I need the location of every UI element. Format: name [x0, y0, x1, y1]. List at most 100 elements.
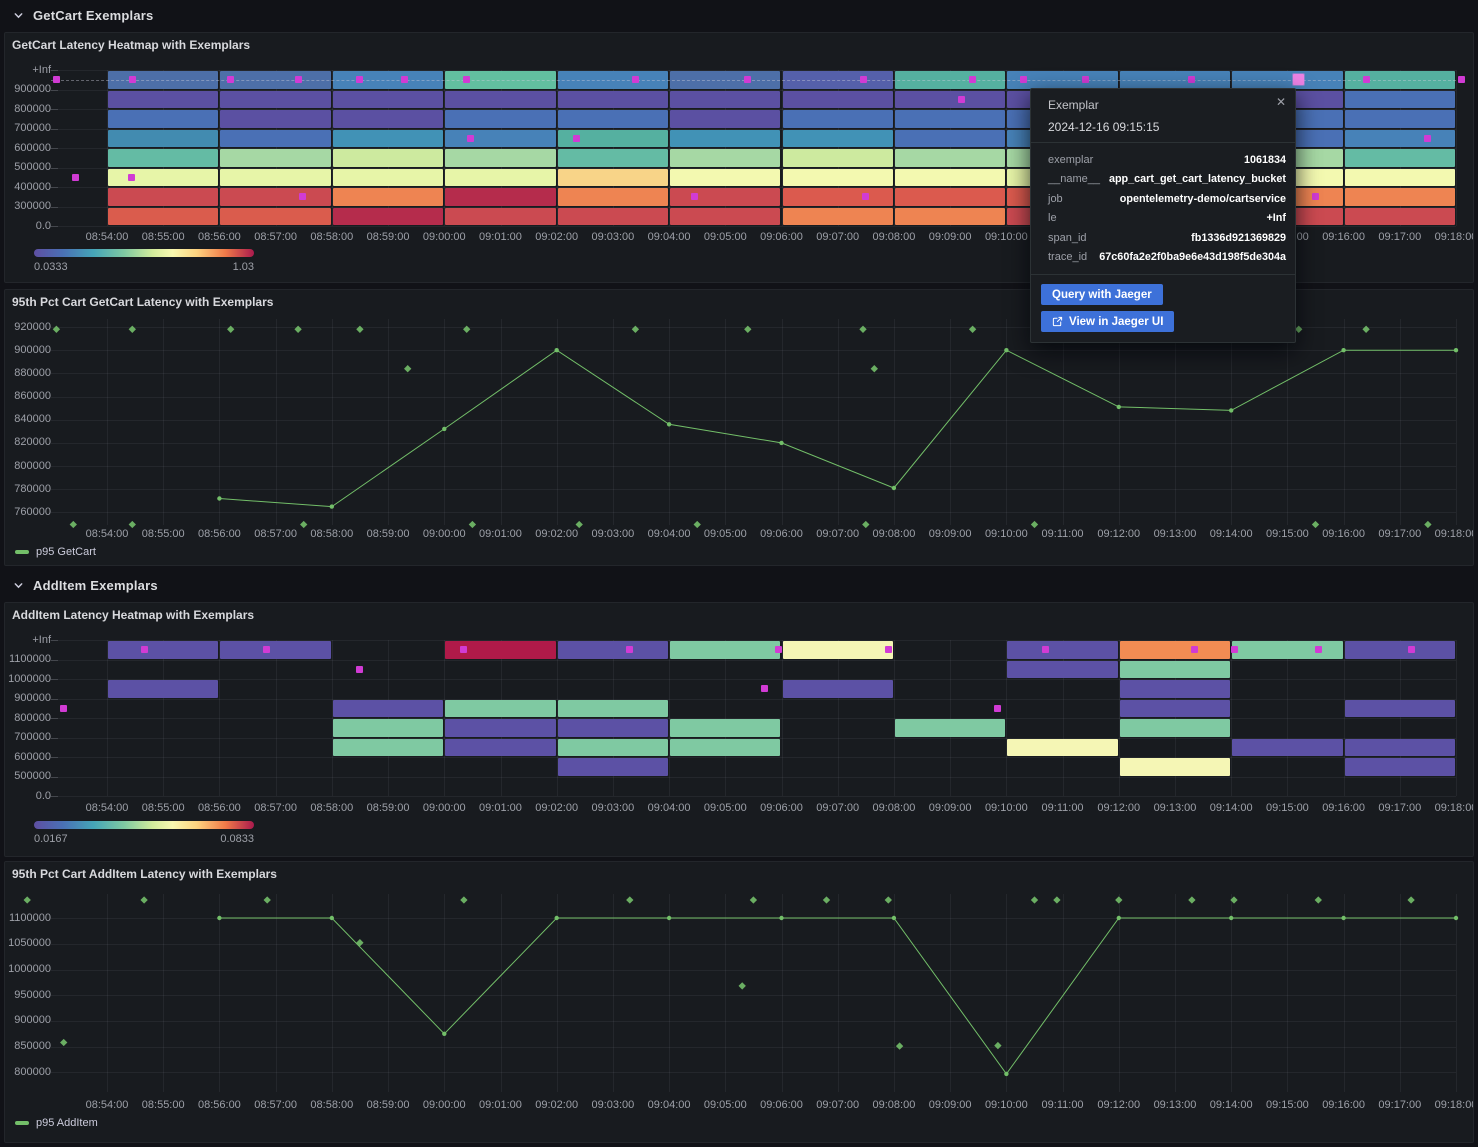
exemplar-diamond[interactable]	[60, 1038, 68, 1047]
exemplar-diamond[interactable]	[468, 520, 477, 529]
close-icon[interactable]: ✕	[1275, 95, 1286, 109]
exemplar-marker[interactable]	[1042, 646, 1050, 654]
exemplar-marker[interactable]	[884, 646, 892, 654]
exemplar-marker[interactable]	[1230, 646, 1238, 654]
exemplar-diamond[interactable]	[631, 325, 640, 333]
exemplar-diamond[interactable]	[1407, 896, 1415, 904]
exemplar-marker[interactable]	[969, 76, 977, 84]
view-in-jaeger-ui-button[interactable]: View in Jaeger UI	[1041, 311, 1175, 332]
exemplar-marker[interactable]	[631, 76, 639, 84]
section-row-additem[interactable]: AddItem Exemplars	[0, 570, 1478, 600]
exemplar-diamond[interactable]	[1362, 325, 1370, 333]
exemplar-marker[interactable]	[862, 193, 870, 201]
exemplar-marker[interactable]	[1081, 76, 1089, 84]
exemplar-marker[interactable]	[1314, 646, 1322, 654]
series-legend[interactable]: p95 AddItem	[15, 1117, 98, 1129]
exemplar-marker[interactable]	[994, 704, 1002, 712]
exemplar-diamond[interactable]	[994, 1041, 1002, 1050]
series-legend[interactable]: p95 GetCart	[15, 546, 96, 558]
exemplar-marker[interactable]	[467, 134, 475, 142]
exemplar-diamond[interactable]	[460, 896, 468, 904]
section-row-getcart[interactable]: GetCart Exemplars	[0, 0, 1478, 30]
exemplar-diamond[interactable]	[1314, 896, 1322, 904]
exemplar-diamond[interactable]	[23, 896, 31, 904]
exemplar-marker[interactable]	[262, 646, 270, 654]
exemplar-marker[interactable]	[52, 76, 60, 84]
exemplar-diamond[interactable]	[822, 896, 831, 904]
exemplar-marker[interactable]	[298, 193, 306, 201]
exemplar-marker[interactable]	[761, 685, 769, 693]
panel-title[interactable]: AddItem Latency Heatmap with Exemplars	[12, 608, 255, 622]
query-with-jaeger-button[interactable]: Query with Jaeger	[1041, 284, 1163, 305]
exemplar-marker[interactable]	[294, 76, 302, 84]
exemplar-marker[interactable]	[1312, 193, 1319, 201]
exemplar-diamond[interactable]	[356, 325, 364, 333]
exemplar-diamond[interactable]	[895, 1042, 904, 1050]
exemplar-diamond[interactable]	[1115, 896, 1123, 904]
exemplar-diamond[interactable]	[738, 982, 746, 990]
exemplar-marker[interactable]	[775, 646, 783, 654]
exemplar-marker[interactable]	[1424, 134, 1432, 142]
exemplar-diamond[interactable]	[1230, 896, 1238, 904]
exemplar-marker[interactable]	[1362, 76, 1370, 84]
exemplar-diamond[interactable]	[1295, 325, 1303, 333]
exemplar-diamond[interactable]	[1053, 896, 1061, 904]
exemplar-marker[interactable]	[401, 76, 409, 84]
exemplar-diamond[interactable]	[1424, 520, 1432, 529]
exemplar-diamond[interactable]	[300, 520, 308, 529]
exemplar-diamond[interactable]	[1030, 520, 1039, 529]
exemplar-marker[interactable]	[59, 704, 67, 712]
exemplar-marker[interactable]	[572, 134, 580, 142]
exemplar-marker[interactable]	[1191, 646, 1199, 654]
exemplar-diamond[interactable]	[859, 325, 867, 333]
exemplar-diamond[interactable]	[52, 325, 61, 333]
exemplar-diamond[interactable]	[463, 325, 471, 333]
exemplar-diamond[interactable]	[1311, 520, 1320, 529]
exemplar-diamond[interactable]	[294, 325, 302, 333]
exemplar-diamond[interactable]	[69, 520, 77, 529]
exemplar-marker[interactable]	[128, 173, 136, 181]
exemplar-diamond[interactable]	[128, 520, 136, 529]
exemplar-marker[interactable]	[1019, 76, 1027, 84]
exemplar-marker[interactable]	[744, 76, 752, 84]
exemplar-marker[interactable]	[690, 193, 698, 201]
panel-title[interactable]: 95th Pct Cart AddItem Latency with Exemp…	[12, 867, 277, 881]
exemplar-diamond[interactable]	[693, 520, 701, 529]
x-axis-tick-label: 09:08:00	[872, 1099, 916, 1111]
exemplar-marker[interactable]	[626, 646, 634, 654]
exemplar-diamond[interactable]	[575, 520, 583, 529]
exemplar-marker[interactable]	[1188, 76, 1196, 84]
panel-title[interactable]: GetCart Latency Heatmap with Exemplars	[12, 38, 251, 52]
panel-title[interactable]: 95th Pct Cart GetCart Latency with Exemp…	[12, 295, 274, 309]
exemplar-marker[interactable]	[460, 646, 468, 654]
exemplar-marker-highlighted[interactable]	[1293, 74, 1305, 86]
exemplar-marker[interactable]	[128, 76, 136, 84]
exemplar-diamond[interactable]	[626, 896, 634, 904]
exemplar-diamond[interactable]	[227, 325, 235, 333]
exemplar-diamond[interactable]	[749, 896, 758, 904]
exemplar-diamond[interactable]	[744, 325, 752, 333]
exemplar-marker[interactable]	[957, 95, 965, 103]
exemplar-diamond[interactable]	[862, 520, 870, 529]
exemplar-diamond[interactable]	[140, 896, 148, 904]
exemplar-diamond[interactable]	[356, 939, 364, 947]
exemplar-diamond[interactable]	[870, 365, 878, 373]
exemplar-marker[interactable]	[227, 76, 235, 84]
exemplar-diamond[interactable]	[1188, 896, 1196, 904]
exemplar-diamond[interactable]	[884, 896, 892, 904]
exemplar-diamond[interactable]	[968, 325, 977, 333]
exemplar-marker[interactable]	[1458, 76, 1466, 84]
exemplar-marker[interactable]	[859, 76, 867, 84]
exemplar-diamond[interactable]	[128, 325, 136, 333]
exemplar-diamond[interactable]	[263, 896, 271, 904]
exemplar-marker[interactable]	[356, 665, 364, 673]
exemplar-marker[interactable]	[140, 646, 148, 654]
exemplar-marker[interactable]	[1407, 646, 1415, 654]
exemplar-diamond[interactable]	[1030, 896, 1039, 904]
exemplar-marker[interactable]	[463, 76, 471, 84]
exemplar-marker[interactable]	[356, 76, 364, 84]
x-axis-tick-label: 09:18:00	[1434, 802, 1474, 814]
exemplar-marker[interactable]	[71, 173, 79, 181]
exemplar-diamond[interactable]	[404, 365, 412, 373]
y-axis-tick-label: 850000	[14, 1040, 51, 1053]
